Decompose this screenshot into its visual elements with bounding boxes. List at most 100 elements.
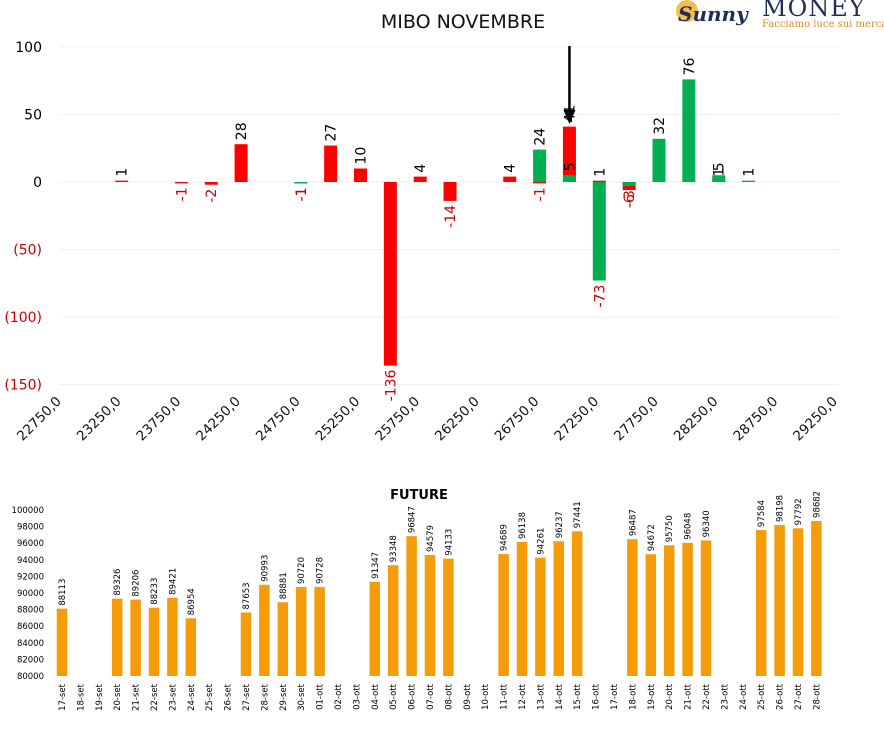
mibo-x-tick-label: 24250,0 [193,394,244,445]
mibo-x-tick-label: 28250,0 [671,394,722,445]
future-bars [56,520,822,676]
mibo-bar-red [443,182,457,201]
mibo-data-label: -14 [443,205,459,228]
mibo-bar-red [174,182,188,184]
future-bar [755,530,767,676]
future-bar [406,536,417,676]
mibo-data-label: 5 [562,162,578,171]
mibo-data-label: 5 [712,162,728,171]
future-x-tick-label: 11-ott [500,683,510,710]
future-data-label: 94672 [647,524,657,551]
mibo-bar-red [383,182,397,366]
future-data-label: 97441 [573,501,583,528]
future-bar [571,531,583,676]
mibo-data-label: -136 [383,370,399,402]
mibo-arrow-marker [563,46,576,124]
future-x-tick-label: 18-set [76,683,86,711]
future-bar [774,524,785,676]
future-x-tick-label: 25-ott [757,683,767,710]
future-x-tick-label: 23-set [168,683,178,711]
sun-icon [676,0,698,22]
mibo-bar-green [622,182,636,187]
mibo-y-tick-label: (100) [4,310,42,326]
mibo-data-label: 1 [742,168,758,177]
future-y-tick-label: 94000 [17,556,44,566]
mibo-data-label: 1 [115,168,131,177]
future-y-tick-label: 84000 [17,639,44,649]
arrow-head-icon [563,110,576,124]
mibo-bars [115,79,756,366]
future-y-tick-label: 80000 [17,672,44,682]
future-x-tick-label: 30-set [297,683,307,711]
future-data-label: 88233 [150,578,160,605]
future-x-tick-label: 26-set [224,683,234,711]
future-y-tick-label: 90000 [17,589,44,599]
future-data-label: 96340 [702,510,712,537]
mibo-chart: MIBO NOVEMBRE 100 50 0 (50) (100) (150) 1 -1 -2… [4,11,841,444]
future-data-label: 93348 [389,535,399,562]
brand-logo: Sunny MONEY Facciamo luce sui mercati [676,0,884,34]
logo-brand-left: Sunny [678,2,748,26]
mibo-data-label: 32 [652,117,668,135]
future-data-label: 96487 [628,509,638,536]
future-data-label: 88113 [58,579,68,606]
mibo-bar-red [413,176,427,182]
future-x-tick-label: 18-ott [628,683,638,710]
future-x-tick-label: 27-ott [794,683,804,710]
future-x-tick-label: 16-ott [592,683,602,710]
future-x-tick-label: 26-ott [776,683,786,710]
mibo-data-label: 4 [503,164,519,173]
mibo-bar-red [324,145,338,182]
mibo-bar-red [234,144,248,182]
mibo-bar-red [115,180,129,182]
future-data-label: 88881 [279,572,289,599]
future-bar [645,554,657,676]
future-x-tick-label: 10-ott [481,683,491,710]
mibo-data-label: -1 [533,187,549,201]
mibo-data-labels: 1-1-228-12710-1364-144-1411-61-1245-73-3… [115,57,758,401]
future-x-tick-label: 08-ott [444,683,454,710]
mibo-chart-title: MIBO NOVEMBRE [381,11,545,33]
mibo-x-tick-label: 28750,0 [730,394,781,445]
future-data-label: 96048 [684,513,694,540]
mibo-bar-red [503,176,517,182]
future-bar [369,581,381,676]
future-bar [811,520,822,676]
future-bar [167,597,178,676]
mibo-data-label: 4 [413,164,429,173]
future-x-tick-label: 21-ott [684,683,694,710]
future-x-tick-label: 03-ott [352,683,362,710]
mibo-bar-green [562,175,576,182]
future-bar [663,545,675,676]
logo-brand-right: MONEY [762,0,866,22]
future-x-tick-label: 27-set [242,683,252,711]
mibo-bar-green [712,175,726,182]
mibo-x-tick-label: 23750,0 [133,394,184,445]
future-data-label: 86954 [187,588,197,615]
mibo-data-label: 27 [324,124,340,142]
mibo-x-tick-label: 27750,0 [611,394,662,445]
future-bar [627,539,638,676]
future-data-label: 98682 [812,491,822,518]
mibo-data-label: -1 [294,187,310,201]
future-y-tick-label: 96000 [17,539,44,549]
future-data-label: 90728 [316,557,326,584]
mibo-x-tick-label: 24750,0 [253,394,304,445]
future-data-label: 89421 [168,568,178,595]
future-data-labels: 88113 89326 89206 88233 89421 86954 87653 90993… [58,491,822,615]
mibo-data-label: 1 [712,168,728,177]
mibo-bar-red [562,126,576,182]
future-x-tick-label: 14-ott [555,683,565,710]
future-bar [535,557,546,676]
mibo-x-tick-label: 26750,0 [492,394,543,445]
mibo-data-label: -1 [294,187,310,201]
mibo-data-label: -2 [204,189,220,203]
future-bar [111,598,123,676]
mibo-gridlines [60,46,838,385]
mibo-bar-green [682,79,696,182]
future-bar [148,607,160,676]
future-data-label: 89206 [132,570,142,597]
future-bar [277,602,289,676]
future-x-tick-label: 06-ott [408,683,418,710]
